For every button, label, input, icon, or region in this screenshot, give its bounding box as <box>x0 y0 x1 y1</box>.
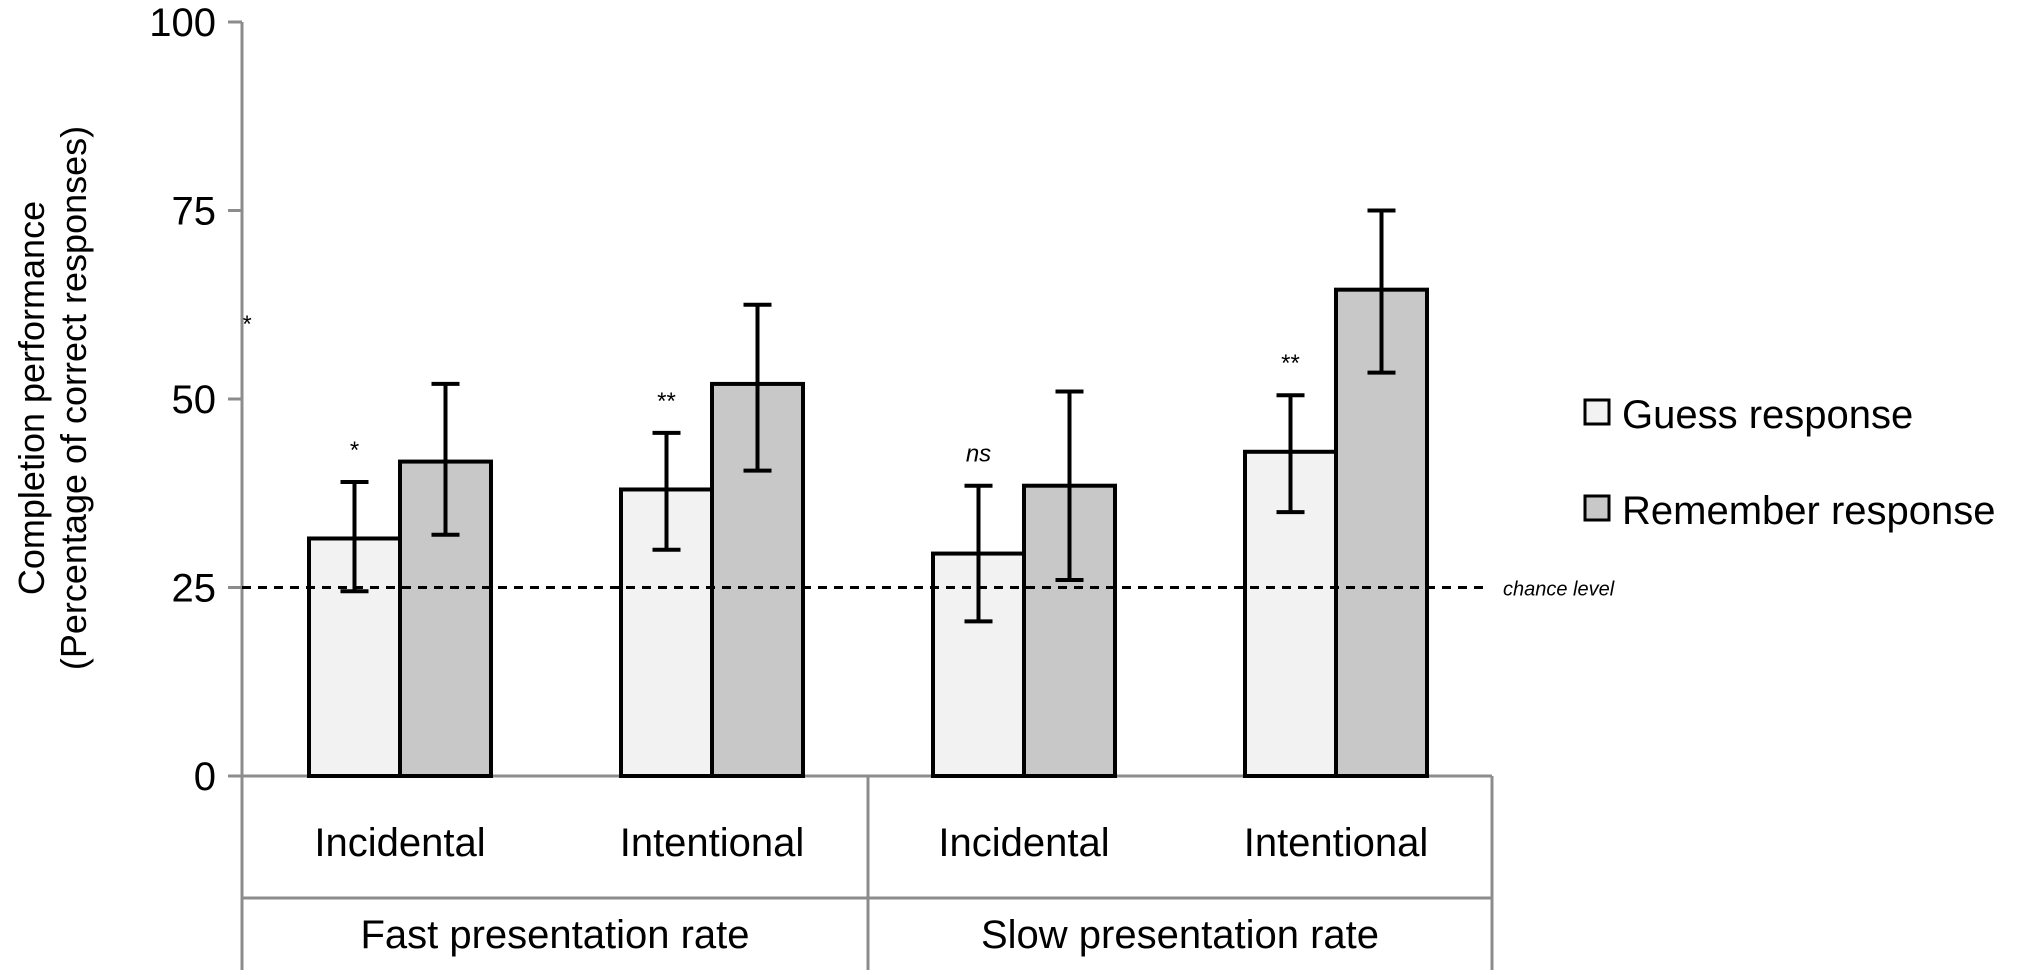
x-group-label: Slow presentation rate <box>981 913 1379 957</box>
x-group-label: Fast presentation rate <box>360 913 749 957</box>
remember-bar <box>398 459 493 778</box>
legend-swatch <box>1583 494 1611 522</box>
legend-swatch <box>1583 398 1611 426</box>
x-category-label: Incidental <box>314 821 485 865</box>
legend-entry-label: Remember response <box>1622 489 1996 533</box>
significance-marker: ns <box>966 441 991 468</box>
x-category-label: Intentional <box>620 821 805 865</box>
y-axis-label: Completion performance (Percentage of co… <box>11 126 94 670</box>
y-tick-label: 75 <box>172 190 217 234</box>
legend-entry-label: Guess response <box>1622 393 1913 437</box>
stray-significance-marker: * <box>242 311 251 338</box>
significance-marker: * <box>350 437 359 464</box>
significance-marker: ** <box>1281 350 1300 377</box>
x-category-label: Intentional <box>1244 821 1429 865</box>
significance-marker: ** <box>657 388 676 415</box>
y-axis-label-line-1: Completion performance <box>11 201 52 595</box>
chance-level-label: chance level <box>1503 579 1615 601</box>
y-tick-label: 25 <box>172 567 217 611</box>
x-category-label: Incidental <box>938 821 1109 865</box>
y-axis-label-line-2: (Percentage of correct responses) <box>53 126 94 670</box>
y-tick-label: 0 <box>194 755 216 799</box>
y-tick-label: 100 <box>149 1 216 45</box>
y-tick-label: 50 <box>172 378 217 422</box>
